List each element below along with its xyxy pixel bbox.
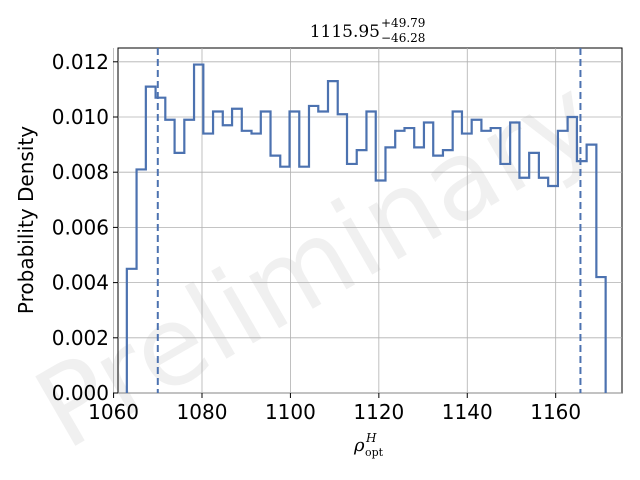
histogram-bin — [414, 147, 424, 393]
histogram-bin — [519, 178, 529, 393]
histogram-bin — [539, 178, 548, 393]
histogram-bin — [223, 125, 232, 393]
histogram-bin — [242, 131, 252, 393]
x-axis: 1060 1080 1100 1120 1140 1160 — [88, 393, 581, 424]
y-tick-label: 0.008 — [52, 160, 109, 184]
histogram-layer — [125, 63, 607, 393]
vline-layer — [156, 48, 582, 393]
y-tick-label: 0.004 — [52, 271, 109, 295]
histogram-bin — [424, 123, 433, 393]
histogram-bin — [252, 134, 261, 393]
y-tick-label: 0.010 — [52, 105, 109, 129]
histogram-bin — [127, 269, 137, 393]
x-tick-label: 1080 — [177, 400, 228, 424]
histogram-bin — [137, 169, 146, 393]
histogram-bin — [232, 109, 242, 393]
x-tick-label: 1160 — [530, 400, 581, 424]
histogram-bin — [395, 131, 404, 393]
histogram-bin — [146, 87, 156, 393]
x-tick-label: 1140 — [442, 400, 493, 424]
histogram-bin — [453, 111, 462, 393]
y-axis-label: Probability Density — [14, 126, 38, 314]
chart-title: 1115.95 +49.79 −46.28 — [310, 16, 426, 45]
grid-layer — [113, 48, 622, 394]
histogram-bin — [299, 167, 309, 393]
histogram-bin — [280, 167, 289, 393]
x-tick-label: 1100 — [265, 400, 316, 424]
histogram-bin — [510, 123, 519, 393]
histogram-bin — [328, 81, 338, 393]
x-axis-label-subscript: opt — [365, 446, 384, 459]
histogram-bin — [481, 131, 490, 393]
histogram-bin — [376, 180, 386, 393]
histogram-bin — [290, 111, 300, 393]
histogram-bin — [548, 186, 558, 393]
title-value: 1115.95 — [310, 22, 380, 42]
histogram-bin — [213, 111, 223, 393]
histogram-bin — [568, 117, 577, 393]
histogram-bin — [558, 131, 568, 393]
histogram-bin — [462, 134, 472, 393]
x-axis-label: ρ H opt — [353, 431, 384, 459]
histogram-bin — [500, 164, 510, 393]
histogram-bin — [203, 134, 213, 393]
histogram-bin — [433, 156, 443, 393]
histogram-bin — [529, 153, 539, 393]
histogram-bin — [309, 106, 318, 393]
y-tick-label: 0.012 — [52, 50, 109, 74]
histogram-bin — [443, 150, 453, 393]
histogram-bin — [577, 161, 587, 393]
histogram-bin — [184, 120, 194, 393]
y-tick-label: 0.006 — [52, 215, 109, 239]
histogram-bin — [472, 120, 482, 393]
histogram-bin — [385, 147, 395, 393]
title-upper-error: +49.79 — [381, 16, 425, 30]
histogram-step-line — [125, 63, 607, 393]
histogram-bin — [271, 156, 281, 393]
histogram-bin — [194, 65, 203, 393]
histogram-bin — [175, 153, 185, 393]
x-axis-label-superscript: H — [365, 431, 377, 445]
title-lower-error: −46.28 — [381, 31, 425, 45]
y-tick-label: 0.000 — [52, 381, 109, 405]
histogram-bin — [366, 111, 375, 393]
x-tick-label: 1120 — [353, 400, 404, 424]
histogram-bin — [318, 111, 328, 393]
y-axis: 0.000 0.002 0.004 0.006 0.008 0.010 0.012 — [52, 50, 118, 405]
histogram-bin — [261, 111, 271, 393]
histogram-bin — [357, 150, 367, 393]
histogram-bin — [165, 120, 174, 393]
histogram-bin — [338, 114, 347, 393]
x-tick-label: 1060 — [88, 400, 139, 424]
histogram-bin — [491, 128, 501, 393]
histogram-bin — [587, 145, 597, 393]
histogram-bin — [404, 128, 414, 393]
histogram-bin — [347, 164, 357, 393]
histogram-bin — [596, 277, 605, 393]
y-tick-label: 0.002 — [52, 326, 109, 350]
x-axis-label-base: ρ — [353, 435, 365, 456]
